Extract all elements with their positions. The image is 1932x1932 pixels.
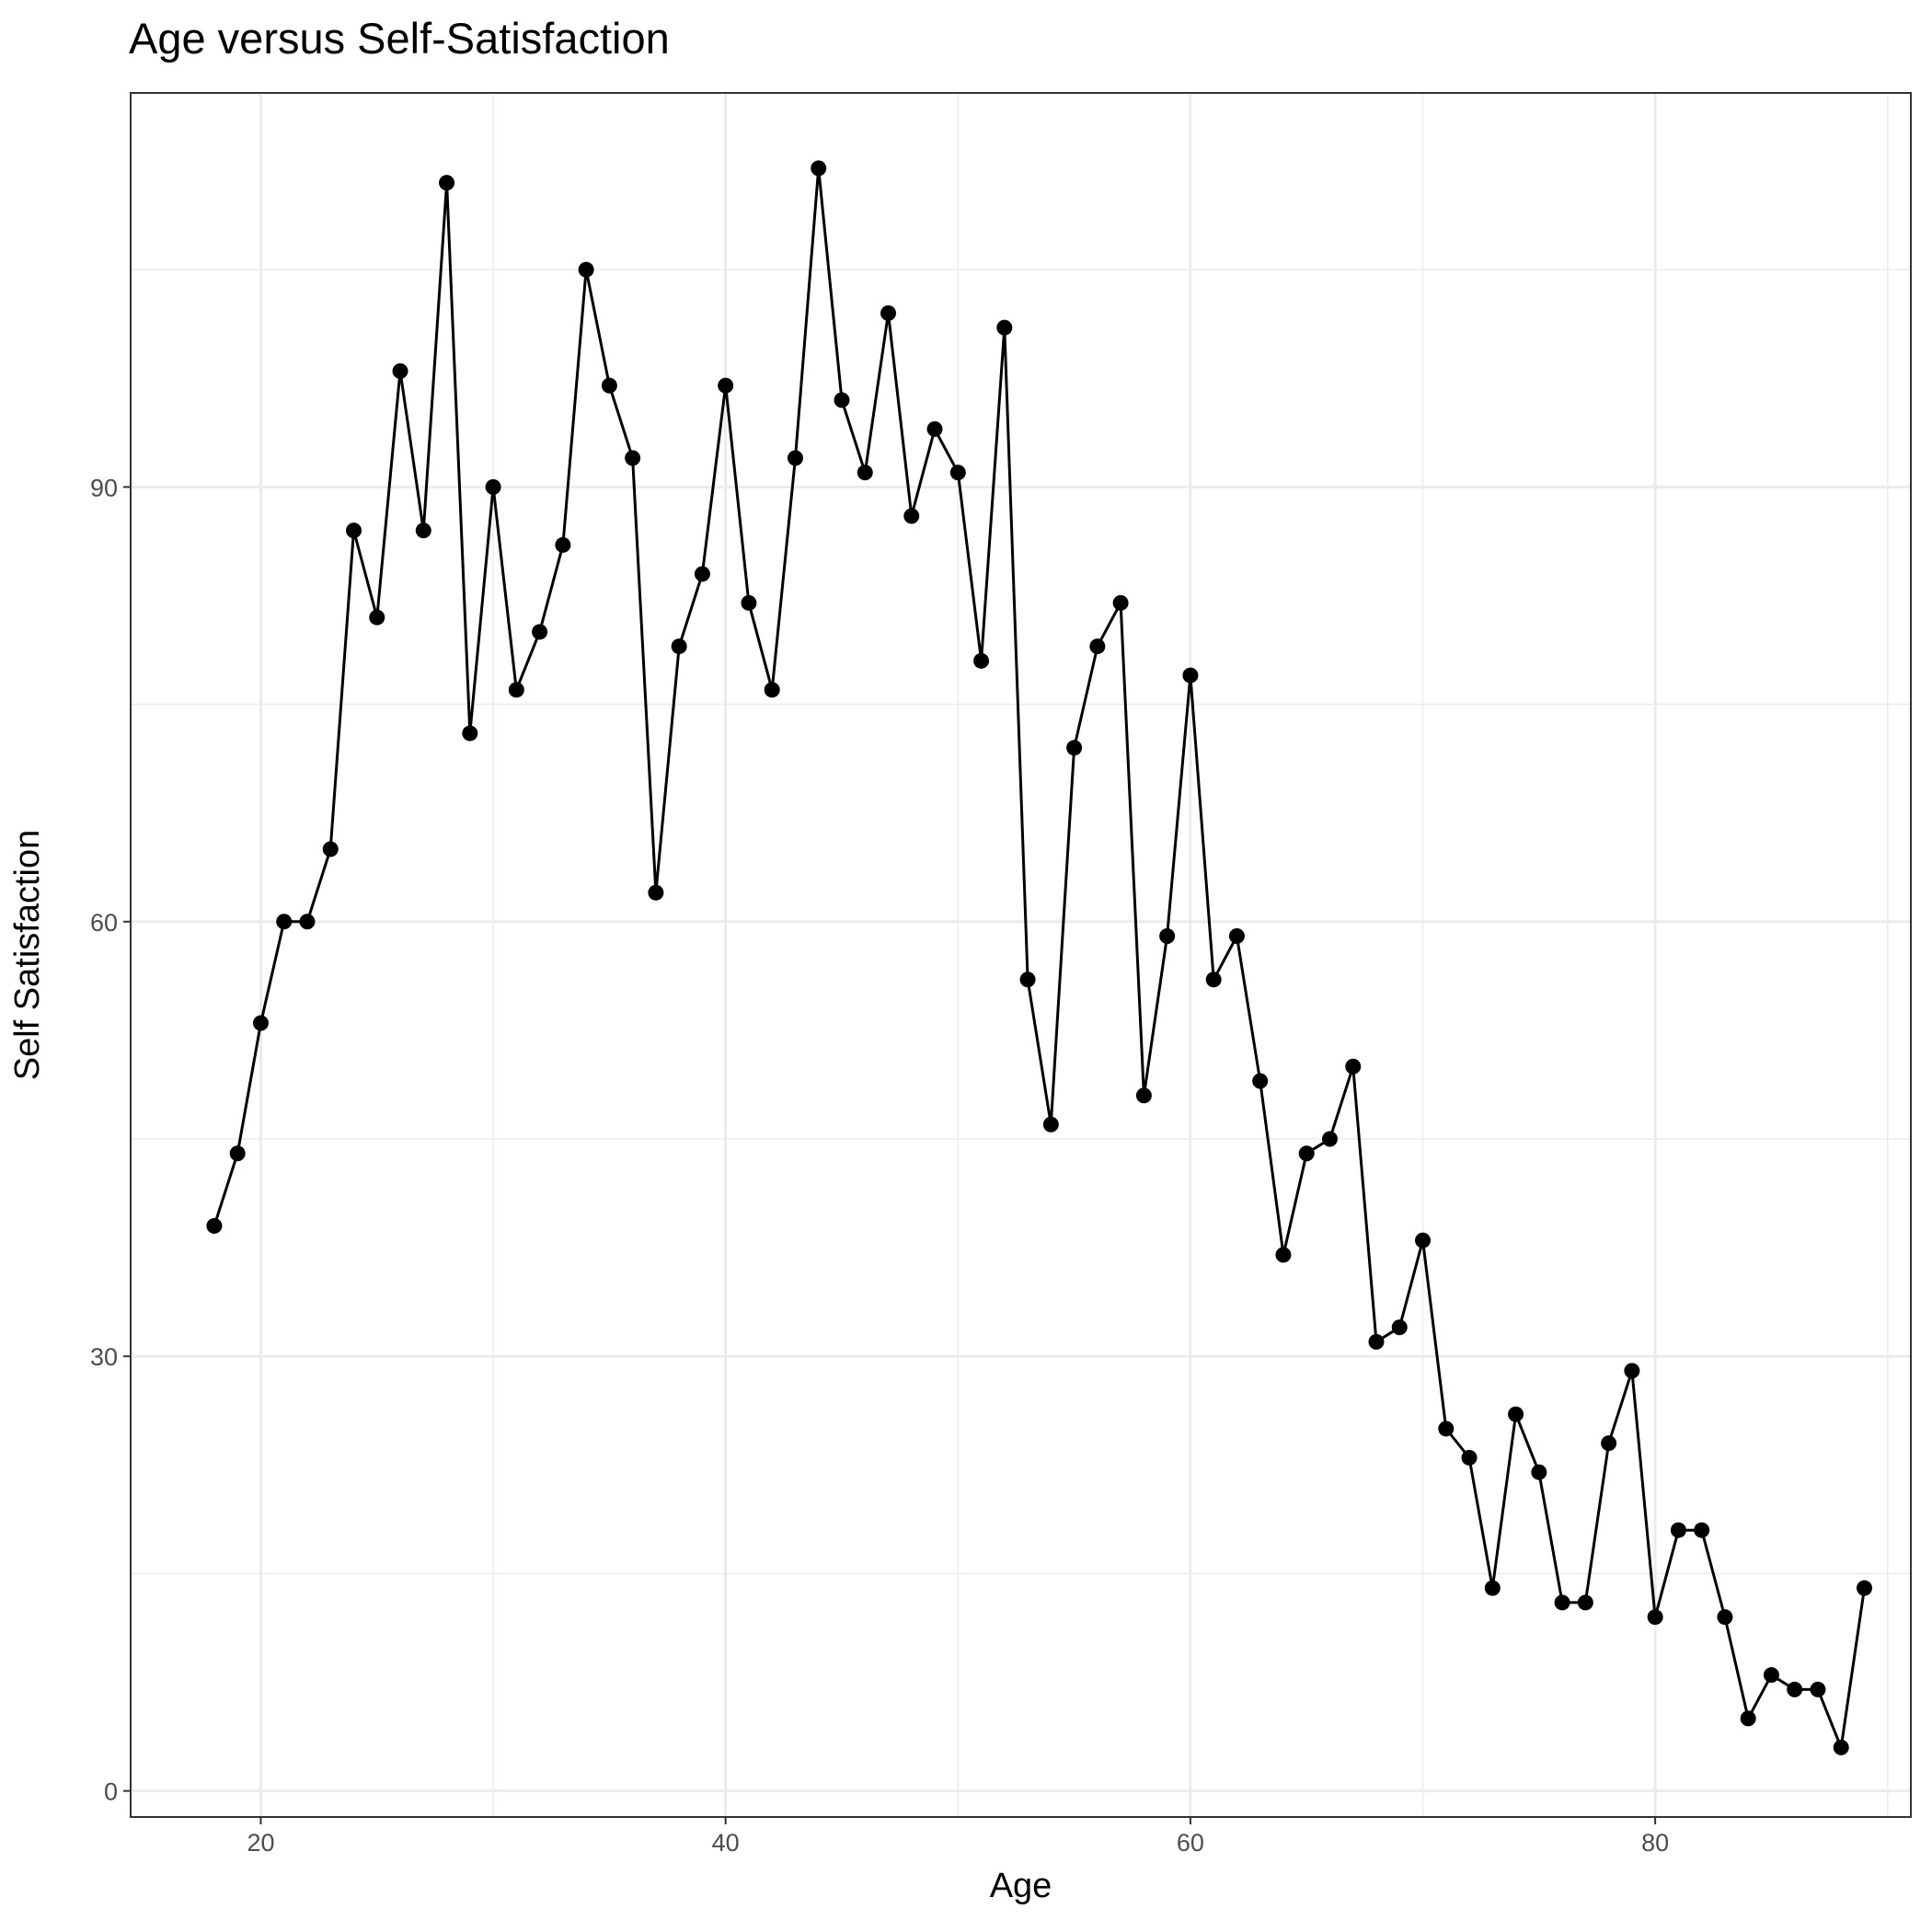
data-point [625, 450, 641, 466]
data-point [1461, 1449, 1478, 1466]
tick-layer: 20 40 60 80 0 30 60 90 [90, 474, 1669, 1857]
data-point [1484, 1580, 1501, 1596]
series-line [213, 167, 1866, 1749]
data-point [903, 508, 920, 524]
data-point [555, 536, 571, 553]
data-point [1717, 1609, 1733, 1626]
data-point [1740, 1710, 1756, 1727]
minor-gridlines [131, 93, 1911, 1817]
y-tick-label: 60 [90, 909, 118, 937]
data-point [857, 465, 873, 481]
y-tick-label: 90 [90, 474, 118, 501]
data-point [1624, 1363, 1640, 1379]
data-point [1647, 1609, 1663, 1626]
data-point [1345, 1058, 1362, 1075]
data-point [1694, 1522, 1710, 1538]
data-point [252, 1015, 269, 1031]
data-point [1182, 667, 1199, 684]
data-point [1554, 1594, 1570, 1611]
data-point [439, 175, 455, 191]
data-point [1670, 1522, 1686, 1538]
data-point [787, 450, 803, 466]
data-point [415, 523, 431, 539]
data-point [392, 362, 408, 379]
data-point [1252, 1073, 1269, 1089]
data-point [1228, 928, 1245, 945]
data-point [1066, 740, 1083, 756]
data-point [1810, 1681, 1826, 1697]
x-axis-title: Age [990, 1867, 1052, 1905]
data-point [1601, 1435, 1617, 1452]
data-point [1275, 1247, 1292, 1263]
data-point [949, 465, 966, 481]
y-tick-label: 30 [90, 1343, 118, 1371]
data-point [1856, 1580, 1872, 1596]
data-point [299, 914, 316, 930]
data-point [880, 305, 897, 321]
x-tick-label: 20 [247, 1829, 274, 1857]
data-point [1833, 1739, 1849, 1755]
data-point [1089, 638, 1106, 655]
data-point [601, 377, 617, 394]
data-point [508, 682, 524, 698]
data-point [1019, 972, 1036, 988]
data-point [1438, 1420, 1455, 1437]
x-tick-label: 80 [1641, 1829, 1669, 1857]
data-point [346, 523, 362, 539]
data-point [322, 841, 339, 857]
y-axis-title: Self Satisfaction [8, 830, 47, 1080]
data-point [485, 478, 501, 495]
data-point [462, 725, 478, 742]
data-point [1787, 1681, 1803, 1697]
data-point [764, 682, 780, 698]
data-point [996, 319, 1013, 336]
chart-title: Age versus Self-Satisfaction [129, 14, 670, 63]
data-point [1415, 1232, 1432, 1248]
data-point [229, 1145, 246, 1162]
data-point [1391, 1319, 1408, 1336]
data-point [532, 624, 548, 640]
data-point [1763, 1667, 1779, 1684]
data-point [1135, 1087, 1152, 1104]
data-point [1205, 972, 1222, 988]
data-point [694, 566, 710, 582]
data-point [718, 377, 734, 394]
data-point [1042, 1116, 1059, 1133]
data-point [206, 1217, 223, 1234]
data-point [1159, 928, 1176, 945]
major-gridlines [131, 93, 1911, 1817]
data-point [1321, 1131, 1338, 1147]
panel-border [130, 92, 1912, 1818]
data-point [1577, 1594, 1593, 1611]
y-tick-label: 0 [104, 1778, 118, 1806]
data-point [1112, 594, 1129, 611]
x-tick-label: 40 [712, 1829, 740, 1857]
data-point [578, 261, 594, 278]
data-point [276, 914, 293, 930]
data-point [926, 420, 943, 437]
series-layer [206, 160, 1872, 1755]
data-point [1508, 1406, 1524, 1422]
data-point [369, 609, 385, 626]
data-point [1368, 1333, 1385, 1350]
data-point [648, 884, 664, 901]
data-point [671, 638, 687, 655]
data-point [811, 160, 827, 177]
data-point [834, 392, 850, 408]
x-tick-label: 60 [1177, 1829, 1204, 1857]
data-point [1298, 1145, 1315, 1162]
data-point [1531, 1464, 1547, 1480]
data-point [741, 594, 757, 611]
data-point [973, 652, 990, 669]
